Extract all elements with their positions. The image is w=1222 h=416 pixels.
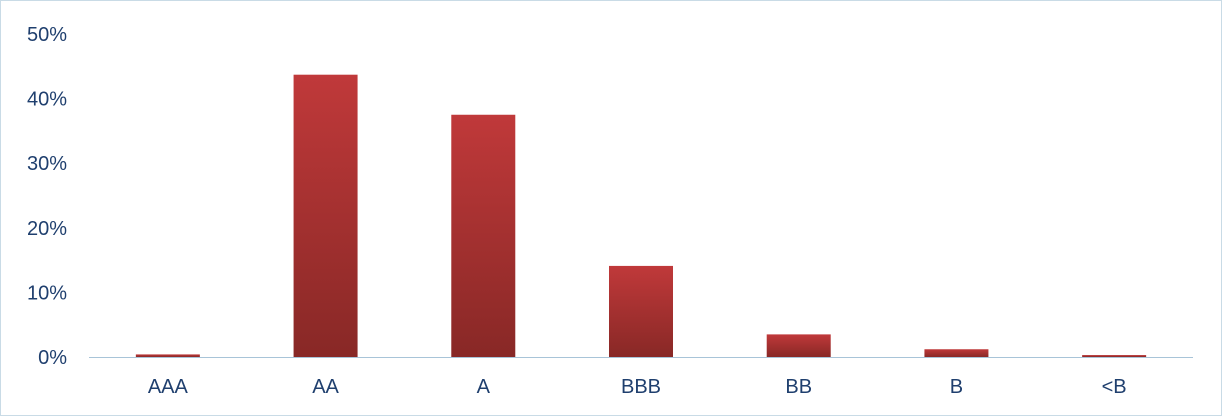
x-tick-label: B [950,376,963,398]
bar-bb [766,334,831,357]
x-tick-label: <B [1102,376,1127,398]
bar-b [924,349,989,357]
x-axis-labels: AAA AA A BBB BB B <B [148,376,1127,398]
bar-a [451,114,516,357]
x-tick-label: AA [312,376,339,398]
bar-aa [293,74,358,357]
bar-bbb [609,265,673,357]
x-tick-label: BB [785,376,812,398]
y-tick-label: 20% [27,218,67,240]
y-tick-label: 40% [27,89,67,111]
y-tick-label: 10% [27,282,67,304]
x-tick-label: BBB [621,376,661,398]
bars [135,74,1147,357]
y-tick-label: 0% [38,347,67,369]
x-tick-label: AAA [148,376,189,398]
y-tick-label: 30% [27,153,67,175]
bar-aaa [135,354,200,357]
y-tick-label: 50% [27,24,67,46]
y-axis-labels: 0% 10% 20% 30% 40% 50% [27,24,67,369]
x-tick-label: A [477,376,491,398]
bar-lt-b [1082,355,1147,357]
